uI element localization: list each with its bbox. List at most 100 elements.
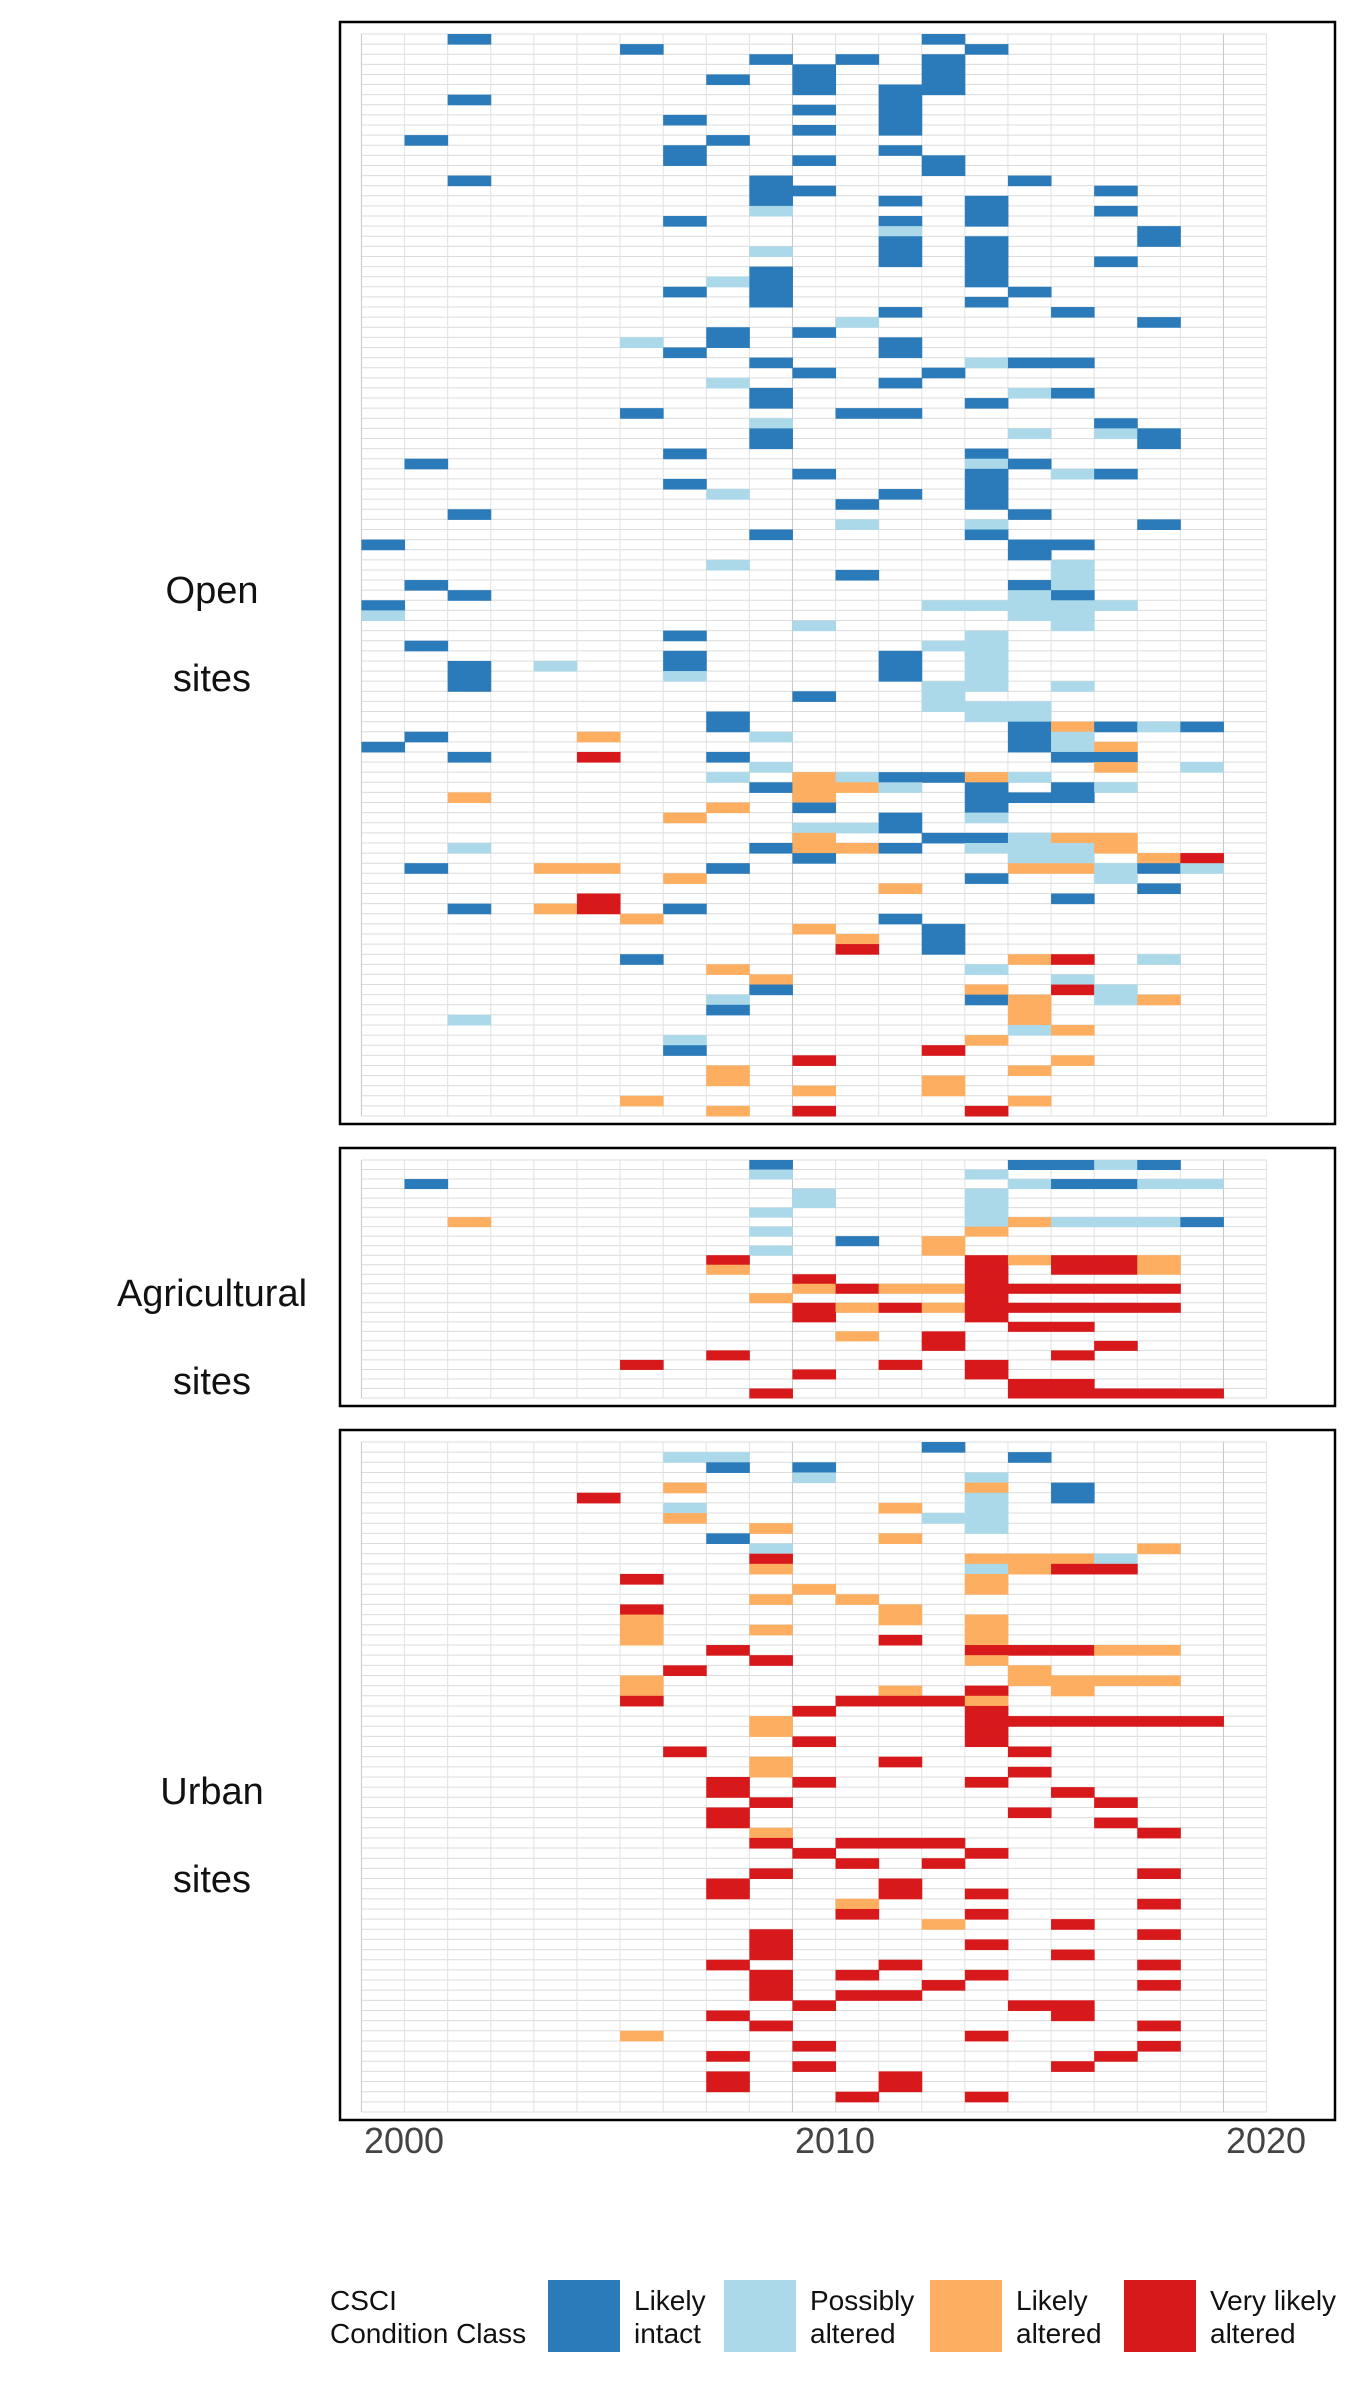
panel-label-agricultural: Agricultural sites [62, 1228, 362, 1404]
heatmap-cell [620, 1634, 664, 1646]
heatmap-cell [964, 246, 1009, 257]
heatmap-cell [878, 246, 923, 257]
heatmap-cell [792, 1085, 837, 1097]
panel-background [340, 1148, 1335, 1406]
heatmap-cell [964, 1513, 1009, 1524]
heatmap-cell [1051, 1492, 1095, 1504]
heatmap-cell [964, 842, 1009, 854]
heatmap-cell [1094, 721, 1138, 733]
heatmap-cell [964, 216, 1009, 227]
heatmap-cell [835, 1331, 880, 1342]
heatmap-cell [1094, 256, 1138, 268]
heatmap-cell [1094, 1645, 1138, 1656]
heatmap-cell [620, 1359, 664, 1370]
heatmap-cell [620, 408, 664, 419]
heatmap-cell [663, 216, 707, 227]
panel-border [338, 20, 1337, 1126]
heatmap-cell [663, 671, 707, 682]
heatmap-cell [1007, 387, 1052, 399]
heatmap-cell [1094, 418, 1138, 429]
heatmap-cell [878, 1695, 923, 1707]
heatmap-cell [749, 1990, 793, 2001]
panel-label-open-line2: sites [172, 658, 252, 700]
heatmap-cell [792, 842, 837, 854]
heatmap-cell [1051, 1685, 1095, 1697]
heatmap-cell [663, 1035, 707, 1046]
heatmap-cell [576, 903, 621, 915]
heatmap-cell [1094, 1716, 1138, 1727]
heatmap-cell [1007, 1807, 1052, 1819]
heatmap-cell [964, 711, 1009, 723]
heatmap-cell [964, 1198, 1009, 1209]
heatmap-cell [620, 1573, 664, 1585]
heatmap-cell [1051, 1264, 1095, 1275]
heatmap-cell [835, 1594, 880, 1605]
heatmap-cell [1007, 842, 1052, 854]
heatmap-cell [1007, 1665, 1052, 1676]
heatmap-cell [921, 1085, 966, 1097]
heatmap-cell [749, 1969, 793, 1981]
heatmap-cell [964, 630, 1009, 642]
heatmap-cell [878, 145, 923, 156]
heatmap-cell [706, 1777, 750, 1788]
heatmap-cell [1007, 1255, 1052, 1266]
heatmap-cell [1094, 1264, 1138, 1275]
heatmap-cell [964, 1614, 1009, 1626]
heatmap-cell [1094, 782, 1138, 793]
panel-label-open: Open sites [62, 525, 362, 701]
heatmap-cell [1094, 1797, 1138, 1808]
heatmap-cell [706, 964, 750, 975]
heatmap-cell [1051, 1024, 1095, 1036]
heatmap-cell [706, 327, 750, 338]
heatmap-cell [1051, 1388, 1095, 1399]
heatmap-cell [835, 1990, 880, 2001]
heatmap-cell [533, 903, 578, 915]
heatmap-cell [706, 1452, 750, 1463]
heatmap-cell [1137, 2040, 1181, 2052]
heatmap-cell [1007, 1004, 1052, 1016]
heatmap-cell [706, 772, 750, 783]
heatmap-cell [964, 266, 1009, 278]
heatmap-cell [1007, 1563, 1052, 1575]
heatmap-cell [706, 1004, 750, 1016]
heatmap-cell [1094, 600, 1138, 611]
heatmap-cell [964, 1705, 1009, 1717]
heatmap-cell [792, 1584, 837, 1595]
heatmap-cell [706, 1959, 750, 1971]
heatmap-cell [964, 600, 1009, 611]
heatmap-cell [706, 377, 750, 389]
heatmap-cell [835, 317, 880, 328]
heatmap-cell [921, 944, 966, 955]
x-tick-label-2020: 2020 [1225, 2120, 1307, 2161]
heatmap-cell [447, 175, 492, 187]
heatmap-cell [749, 1939, 793, 1951]
heatmap-cell [749, 357, 793, 369]
heatmap-cell [663, 812, 707, 824]
heatmap-cell [1051, 1716, 1095, 1727]
heatmap-cell [1180, 863, 1224, 874]
heatmap-cell [1051, 721, 1095, 733]
heatmap-cell [792, 1848, 837, 1859]
heatmap-cell [835, 822, 880, 834]
heatmap-cell [749, 762, 793, 773]
heatmap-cell [878, 1302, 923, 1313]
heatmap-cell [533, 660, 578, 672]
heatmap-cell [964, 1969, 1009, 1981]
heatmap-cell [1051, 842, 1095, 854]
heatmap-cell [1137, 226, 1181, 237]
heatmap-cell [792, 64, 837, 75]
heatmap-cell [964, 782, 1009, 793]
heatmap-cell [1094, 842, 1138, 854]
heatmap-cell [878, 2081, 923, 2093]
heatmap-cell [1051, 2010, 1095, 2022]
heatmap-cell [663, 903, 707, 915]
heatmap-cell [1051, 559, 1095, 571]
heatmap-cell [964, 1359, 1009, 1370]
heatmap-cell [404, 731, 449, 743]
heatmap-cell [792, 74, 837, 86]
heatmap-cell [964, 1312, 1009, 1323]
heatmap-cell [964, 519, 1009, 530]
heatmap-cell [921, 84, 966, 96]
legend-label-very-likely-altered-line2: altered [1210, 2318, 1296, 2349]
heatmap-cell [706, 1787, 750, 1798]
